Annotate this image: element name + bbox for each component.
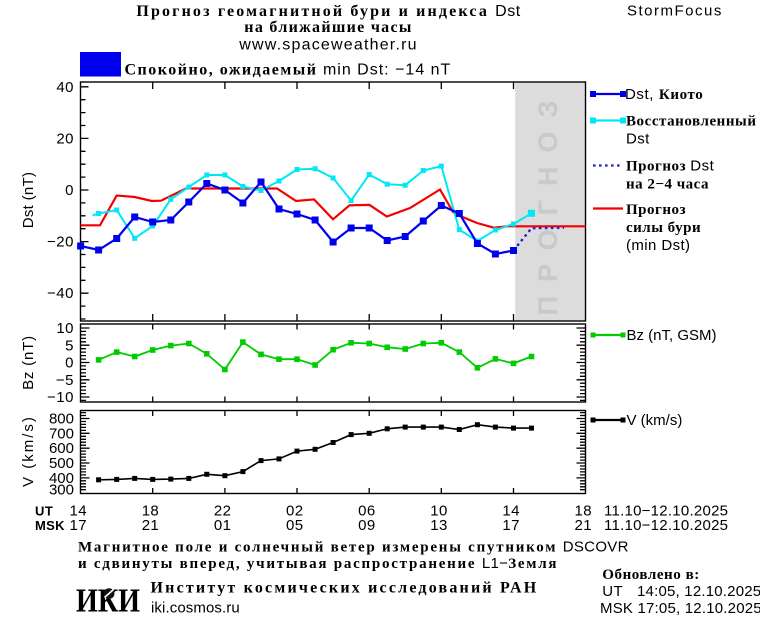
svg-text:−20: −20 <box>47 234 74 251</box>
svg-text:10: 10 <box>430 503 448 520</box>
svg-text:Спокойно, ожидаемый min Dst: −: Спокойно, ожидаемый min Dst: −14 nT <box>125 62 452 79</box>
svg-text:Dst (nT): Dst (nT) <box>20 172 37 229</box>
svg-text:Прогноз: Прогноз <box>626 202 686 218</box>
svg-text:11.10−12.10.2025: 11.10−12.10.2025 <box>604 503 728 520</box>
svg-text:14:05, 12.10.2025: 14:05, 12.10.2025 <box>637 583 760 600</box>
svg-text:V (km/s): V (km/s) <box>627 412 683 429</box>
svg-text:на 2−4 часа: на 2−4 часа <box>626 177 709 193</box>
svg-text:0: 0 <box>65 182 74 199</box>
svg-text:09: 09 <box>358 517 376 534</box>
svg-text:500: 500 <box>49 455 74 472</box>
svg-text:0: 0 <box>65 355 74 372</box>
svg-text:05: 05 <box>286 517 304 534</box>
svg-text:iki.cosmos.ru: iki.cosmos.ru <box>151 600 240 617</box>
svg-text:Прогноз Dst: Прогноз Dst <box>626 158 715 175</box>
svg-text:на ближайшие часы: на ближайшие часы <box>244 19 412 36</box>
svg-text:MSK: MSK <box>35 518 65 533</box>
svg-text:17: 17 <box>502 517 520 534</box>
svg-text:Магнитное поле и солнечный вет: Магнитное поле и солнечный ветер измерен… <box>78 539 629 556</box>
svg-text:18: 18 <box>575 503 593 520</box>
svg-text:400: 400 <box>49 470 74 487</box>
svg-text:5: 5 <box>65 337 74 354</box>
svg-text:Bz (nT, GSM): Bz (nT, GSM) <box>627 327 717 344</box>
svg-text:18: 18 <box>142 503 160 520</box>
svg-text:Восстановленный: Восстановленный <box>626 114 757 130</box>
svg-text:14: 14 <box>70 503 88 520</box>
svg-text:StormFocus: StormFocus <box>627 3 723 20</box>
svg-text:ПРОГНОЗ: ПРОГНОЗ <box>533 87 563 316</box>
svg-text:UT: UT <box>35 504 53 519</box>
svg-text:40: 40 <box>56 79 74 96</box>
svg-text:Dst: Dst <box>626 131 650 148</box>
svg-text:−40: −40 <box>47 285 74 302</box>
svg-text:10: 10 <box>56 320 74 337</box>
svg-text:600: 600 <box>49 440 74 457</box>
svg-text:Прогноз геомагнитной бури и ин: Прогноз геомагнитной бури и индекса Dst <box>136 3 520 20</box>
svg-text:17: 17 <box>70 517 88 534</box>
svg-text:21: 21 <box>142 517 160 534</box>
svg-text:Институт космических исследова: Институт космических исследований РАН <box>151 580 539 597</box>
svg-text:V (km/s): V (km/s) <box>20 415 37 487</box>
svg-text:13: 13 <box>430 517 448 534</box>
svg-text:01: 01 <box>214 517 232 534</box>
svg-text:02: 02 <box>286 503 304 520</box>
svg-text:UT: UT <box>602 583 623 600</box>
svg-text:11.10−12.10.2025: 11.10−12.10.2025 <box>604 517 728 534</box>
svg-text:www.spaceweather.ru: www.spaceweather.ru <box>238 36 417 53</box>
svg-text:MSK 17:05, 12.10.2025: MSK 17:05, 12.10.2025 <box>600 600 760 617</box>
svg-text:−5: −5 <box>56 372 74 389</box>
svg-text:ИКИ: ИКИ <box>76 583 140 620</box>
svg-text:и сдвинуты вперед, учитывая ра: и сдвинуты вперед, учитывая распростране… <box>78 555 558 572</box>
svg-text:силы бури: силы бури <box>626 220 701 236</box>
svg-text:700: 700 <box>49 425 74 442</box>
svg-text:(min Dst): (min Dst) <box>626 237 690 254</box>
svg-text:300: 300 <box>49 482 74 499</box>
svg-text:06: 06 <box>358 503 376 520</box>
svg-text:Dst, Киото: Dst, Киото <box>625 86 703 103</box>
svg-text:−10: −10 <box>47 389 74 406</box>
svg-text:21: 21 <box>575 517 593 534</box>
svg-text:14: 14 <box>502 503 520 520</box>
svg-text:800: 800 <box>49 411 74 428</box>
svg-text:22: 22 <box>214 503 232 520</box>
svg-text:Bz (nT): Bz (nT) <box>20 335 37 390</box>
svg-text:20: 20 <box>56 130 74 147</box>
svg-text:Обновлено в:: Обновлено в: <box>602 567 700 583</box>
